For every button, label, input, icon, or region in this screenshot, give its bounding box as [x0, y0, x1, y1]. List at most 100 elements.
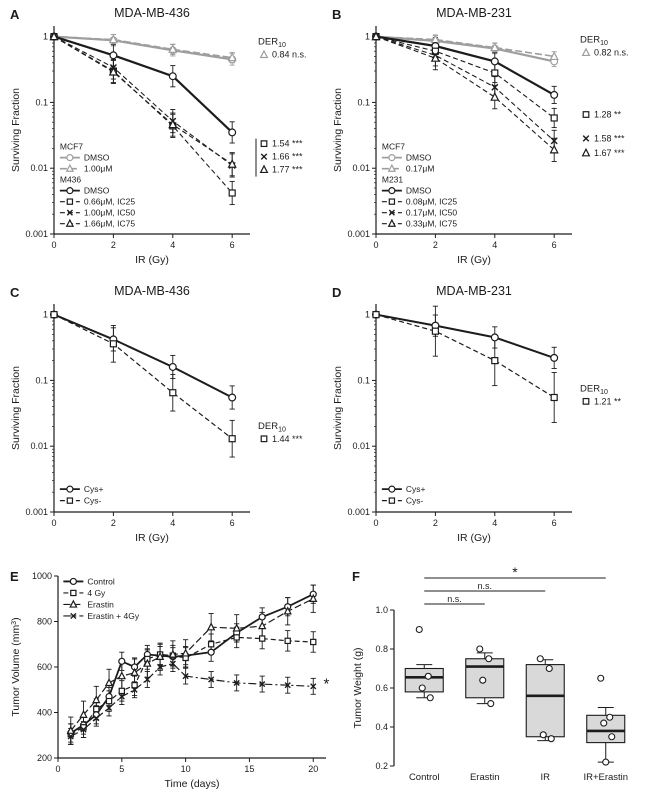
legend-item-dmso: DMSO — [406, 153, 432, 163]
data-point — [424, 672, 432, 680]
legend-item-0-08-m-ic25: 0.08μM, IC25 — [406, 197, 457, 207]
der-value: 1.28 ** — [594, 110, 622, 120]
x-tick-label: 6 — [230, 240, 235, 250]
panel-a-clonogenic-mda-mb-436: A MDA-MB-436 1 0.1 0.01 0.001 0 2 4 6 IR (Gy) Survi… — [8, 4, 320, 274]
x-tick-label: 2 — [433, 240, 438, 250]
der-value: 1.77 *** — [272, 165, 303, 175]
y-tick-label: 0.001 — [25, 229, 48, 239]
der-value: 1.67 *** — [594, 148, 625, 158]
der-value: 1.54 *** — [272, 139, 303, 149]
legend-item-4-gy: 4 Gy — [87, 588, 106, 598]
y-tick-label: 600 — [37, 662, 52, 672]
series-line-cys — [375, 313, 555, 359]
y-tick-label: 0.1 — [357, 97, 370, 107]
panel-F-chart: F 0.2 0.4 0.6 0.8 1.0 Tumor Weight (g) * n.s. n.s… — [352, 566, 628, 783]
box-ir-erastin — [586, 714, 626, 744]
panel-title: MDA-MB-231 — [436, 6, 512, 20]
panel-title: MDA-MB-231 — [436, 284, 512, 298]
legend-item-0-33-m-ic75: 0.33μM, IC75 — [406, 219, 457, 229]
y-tick-label: 0.1 — [35, 97, 48, 107]
panel-d-cystine-mda-mb-231: D MDA-MB-231 1 0.1 0.01 0.001 0 2 4 6 IR (Gy) Survi… — [330, 282, 642, 552]
legend-item-cys: Cys- — [84, 496, 102, 506]
series-line-m231-0-17-m-ic50 — [375, 36, 555, 142]
legend-group-header: MCF7 — [60, 142, 83, 152]
data-point — [547, 735, 555, 743]
category-label-ir: IR — [541, 772, 551, 783]
panel-letter: D — [332, 285, 341, 300]
y-tick-label: 0.001 — [347, 507, 370, 517]
legend-group-header: M231 — [382, 175, 404, 185]
x-tick-label: 2 — [111, 240, 116, 250]
y-axis-label: Tumor Volume (mm3) — [10, 617, 22, 716]
x-tick-label: 6 — [552, 518, 557, 528]
sig-label: n.s. — [477, 581, 492, 591]
legend-item-cys: Cys- — [406, 496, 424, 506]
x-tick-label: 0 — [51, 240, 56, 250]
der-label: DER10 — [258, 421, 286, 434]
series-line-mcf7-dmso — [53, 35, 233, 61]
legend-item-cys: Cys+ — [84, 484, 104, 494]
x-tick-label: 2 — [111, 518, 116, 528]
panel-letter: A — [10, 7, 20, 22]
data-point — [597, 674, 605, 682]
y-axis-label: Surviving Fraction — [332, 88, 344, 172]
category-label-erastin: Erastin — [470, 772, 500, 783]
y-tick-label: 1 — [365, 310, 370, 320]
y-tick-label: 1 — [43, 310, 48, 320]
legend-group-header: M436 — [60, 175, 82, 185]
legend-item-dmso: DMSO — [84, 153, 110, 163]
panel-e-tumor-volume-plot: E 200 400 600 800 1000 0 5 10 15 20 Time (days) Tumo… — [8, 566, 342, 798]
y-tick-label: 0.8 — [375, 644, 388, 654]
x-tick-label: 5 — [119, 764, 124, 774]
y-axis-label: Surviving Fraction — [10, 88, 22, 172]
legend-item-control: Control — [87, 576, 115, 586]
x-tick-label: 2 — [433, 518, 438, 528]
der-value: 0.84 n.s. — [272, 50, 307, 60]
x-tick-label: 15 — [244, 764, 254, 774]
y-tick-label: 0.1 — [35, 375, 48, 385]
data-point — [418, 684, 426, 692]
x-tick-label: 4 — [492, 240, 497, 250]
y-tick-label: 1 — [365, 32, 370, 42]
panel-letter: E — [10, 569, 19, 584]
series-line-mcf7-dmso — [375, 35, 555, 63]
series-line-cys — [375, 314, 555, 399]
legend-item-erastin: Erastin — [87, 599, 114, 609]
x-axis-label: IR (Gy) — [135, 532, 169, 544]
series-line-mcf7-1-00-m — [53, 35, 233, 59]
y-tick-label: 1.0 — [375, 605, 388, 615]
panel-f-tumor-weight-boxplot: F 0.2 0.4 0.6 0.8 1.0 Tumor Weight (g) * n.s. n.s… — [350, 566, 644, 798]
y-tick-label: 0.01 — [30, 441, 48, 451]
data-point — [487, 700, 495, 708]
panel-E-chart: E 200 400 600 800 1000 0 5 10 15 20 Time (days) Tumo… — [10, 569, 329, 790]
y-tick-label: 0.001 — [25, 507, 48, 517]
series-line-m231-0-08-m-ic25 — [375, 36, 555, 119]
y-tick-label: 0.6 — [375, 683, 388, 693]
der-label: DER10 — [580, 383, 608, 396]
x-tick-label: 0 — [51, 518, 56, 528]
data-point — [476, 645, 484, 653]
x-tick-label: 20 — [308, 764, 318, 774]
y-tick-label: 0.01 — [352, 441, 370, 451]
legend-item-1-00-m-ic50: 1.00μM, IC50 — [84, 208, 135, 218]
panel-letter: F — [352, 569, 360, 584]
legend-item-1-66-m-ic75: 1.66μM, IC75 — [84, 219, 135, 229]
category-label-ir-erastin: IR+Erastin — [583, 772, 628, 783]
legend-item-dmso: DMSO — [84, 186, 110, 196]
y-tick-label: 0.4 — [375, 722, 388, 732]
annotation-asterisk: * — [323, 676, 329, 693]
data-point — [539, 731, 547, 739]
x-tick-label: 0 — [373, 240, 378, 250]
data-point — [415, 625, 423, 634]
series-line-cys — [53, 313, 233, 399]
data-point — [608, 733, 616, 741]
der-value: 1.44 *** — [272, 434, 303, 444]
legend: Cys+ Cys- — [381, 484, 426, 506]
der-label: DER10 — [580, 35, 608, 48]
